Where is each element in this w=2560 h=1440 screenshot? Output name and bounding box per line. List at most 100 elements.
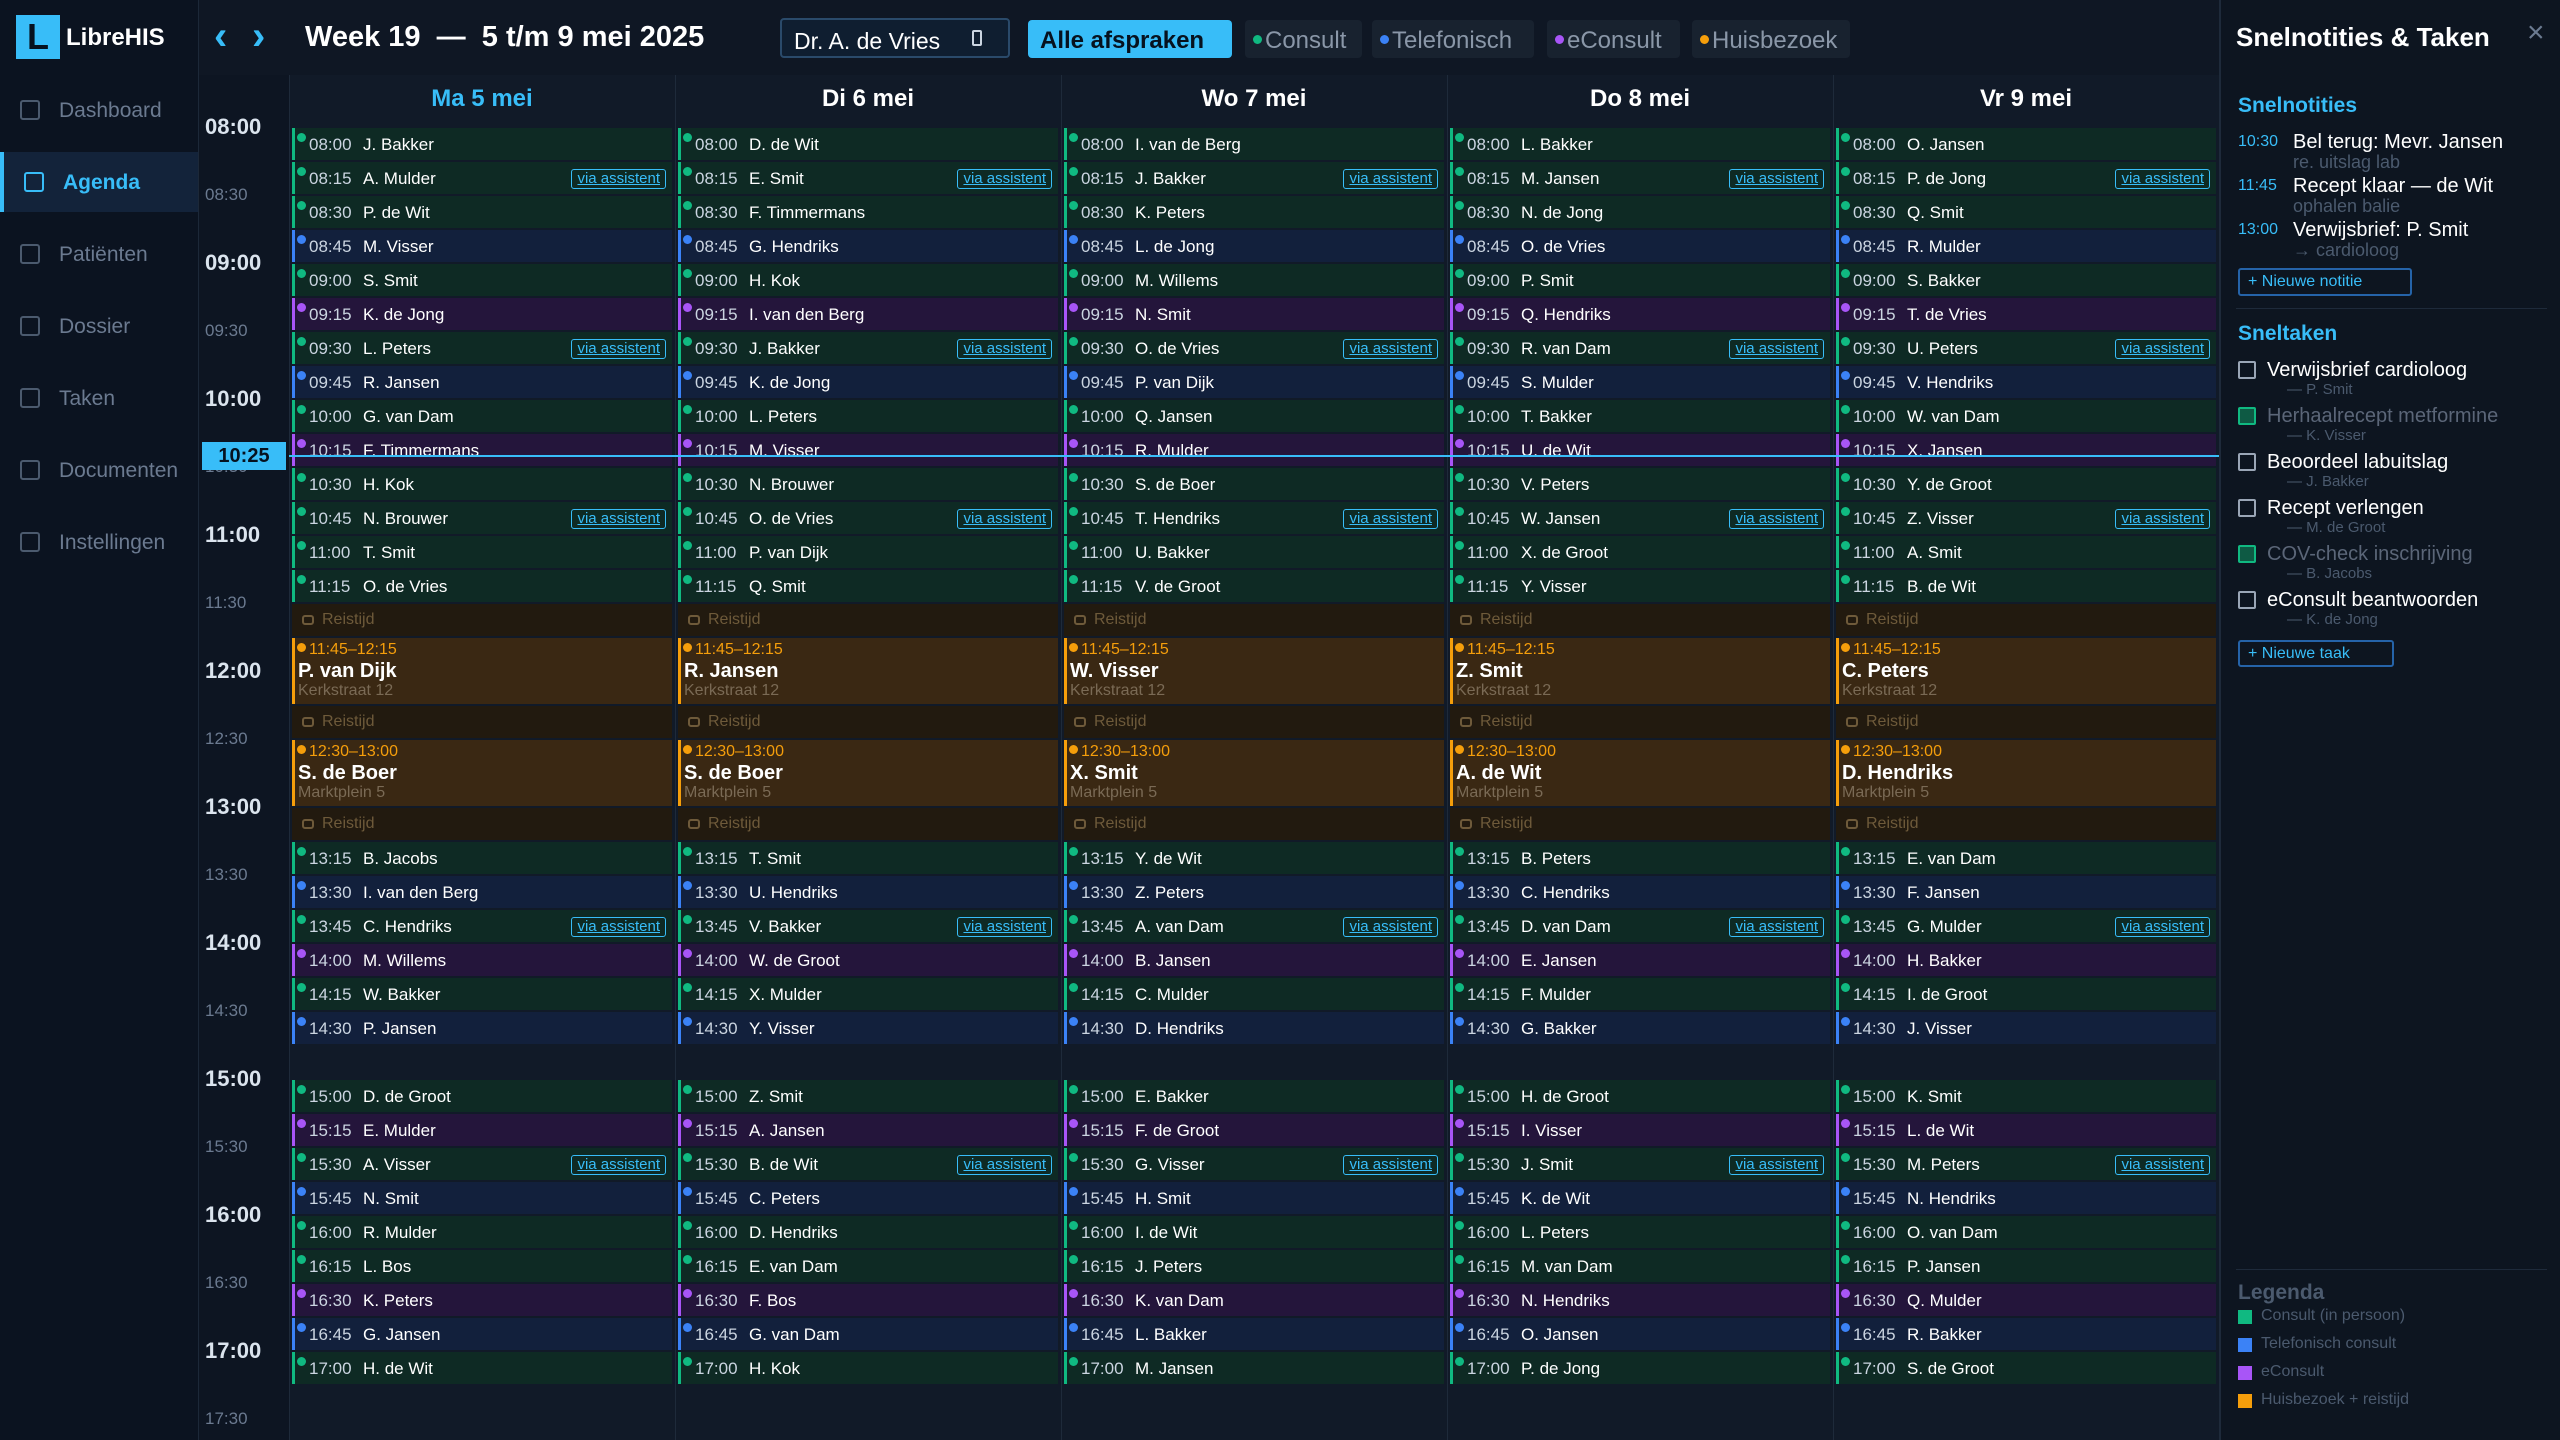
appointment[interactable]: 17:00 H. Kok <box>678 1352 1058 1384</box>
appointment[interactable]: 16:00 I. de Wit <box>1064 1216 1444 1248</box>
home-visit[interactable]: 11:45–12:15 C. Peters Kerkstraat 12 <box>1836 638 2216 704</box>
via-assistant[interactable]: via assistent <box>1343 339 1438 359</box>
appointment[interactable]: 09:30 U. Peters via assistent <box>1836 332 2216 364</box>
appointment[interactable]: 11:00 U. Bakker <box>1064 536 1444 568</box>
appointment[interactable]: 13:45 C. Hendriks via assistent <box>292 910 672 942</box>
task-checkbox[interactable] <box>2238 591 2256 609</box>
via-assistant[interactable]: via assistent <box>1343 169 1438 189</box>
appointment[interactable]: 15:30 B. de Wit via assistent <box>678 1148 1058 1180</box>
appointment[interactable]: 11:00 X. de Groot <box>1450 536 1830 568</box>
appointment[interactable]: 16:45 G. Jansen <box>292 1318 672 1350</box>
appointment[interactable]: 10:30 N. Brouwer <box>678 468 1058 500</box>
appointment[interactable]: 08:00 O. Jansen <box>1836 128 2216 160</box>
appointment[interactable]: 10:45 Z. Visser via assistent <box>1836 502 2216 534</box>
appointment[interactable]: 16:15 L. Bos <box>292 1250 672 1282</box>
appointment[interactable]: 16:00 R. Mulder <box>292 1216 672 1248</box>
appointment[interactable]: 16:15 E. van Dam <box>678 1250 1058 1282</box>
appointment[interactable]: 08:30 Q. Smit <box>1836 196 2216 228</box>
appointment[interactable]: 14:30 G. Bakker <box>1450 1012 1830 1044</box>
via-assistant[interactable]: via assistent <box>2115 1155 2210 1175</box>
appointment[interactable]: 13:15 B. Peters <box>1450 842 1830 874</box>
appointment[interactable]: 08:00 D. de Wit <box>678 128 1058 160</box>
appointment[interactable]: 08:30 K. Peters <box>1064 196 1444 228</box>
appointment[interactable]: 11:15 Y. Visser <box>1450 570 1830 602</box>
appointment[interactable]: 14:15 W. Bakker <box>292 978 672 1010</box>
appointment[interactable]: 13:30 F. Jansen <box>1836 876 2216 908</box>
via-assistant[interactable]: via assistent <box>1729 509 1824 529</box>
via-assistant[interactable]: via assistent <box>571 509 666 529</box>
appointment[interactable]: 09:30 R. van Dam via assistent <box>1450 332 1830 364</box>
appointment[interactable]: 09:30 J. Bakker via assistent <box>678 332 1058 364</box>
appointment[interactable]: 14:15 F. Mulder <box>1450 978 1830 1010</box>
appointment[interactable]: 15:15 L. de Wit <box>1836 1114 2216 1146</box>
appointment[interactable]: 10:30 Y. de Groot <box>1836 468 2216 500</box>
appointment[interactable]: 16:45 R. Bakker <box>1836 1318 2216 1350</box>
via-assistant[interactable]: via assistent <box>957 339 1052 359</box>
appointment[interactable]: 10:30 H. Kok <box>292 468 672 500</box>
filter-chip[interactable]: Telefonisch <box>1372 20 1534 58</box>
via-assistant[interactable]: via assistent <box>2115 339 2210 359</box>
panel-close[interactable]: × <box>2527 16 2545 49</box>
appointment[interactable]: 17:00 H. de Wit <box>292 1352 672 1384</box>
appointment[interactable]: 13:45 A. van Dam via assistent <box>1064 910 1444 942</box>
appointment[interactable]: 08:00 J. Bakker <box>292 128 672 160</box>
via-assistant[interactable]: via assistent <box>957 169 1052 189</box>
appointment[interactable]: 16:45 G. van Dam <box>678 1318 1058 1350</box>
appointment[interactable]: 15:30 M. Peters via assistent <box>1836 1148 2216 1180</box>
appointment[interactable]: 16:15 J. Peters <box>1064 1250 1444 1282</box>
appointment[interactable]: 16:15 M. van Dam <box>1450 1250 1830 1282</box>
appointment[interactable]: 13:30 U. Hendriks <box>678 876 1058 908</box>
appointment[interactable]: 09:45 K. de Jong <box>678 366 1058 398</box>
nav-item[interactable]: Instellingen <box>0 512 198 572</box>
appointment[interactable]: 16:30 Q. Mulder <box>1836 1284 2216 1316</box>
via-assistant[interactable]: via assistent <box>571 1155 666 1175</box>
appointment[interactable]: 15:00 K. Smit <box>1836 1080 2216 1112</box>
appointment[interactable]: 16:45 O. Jansen <box>1450 1318 1830 1350</box>
appointment[interactable]: 08:30 P. de Wit <box>292 196 672 228</box>
appointment[interactable]: 09:15 Q. Hendriks <box>1450 298 1830 330</box>
appointment[interactable]: 13:15 Y. de Wit <box>1064 842 1444 874</box>
home-visit[interactable]: 11:45–12:15 P. van Dijk Kerkstraat 12 <box>292 638 672 704</box>
appointment[interactable]: 15:15 A. Jansen <box>678 1114 1058 1146</box>
appointment[interactable]: 15:45 K. de Wit <box>1450 1182 1830 1214</box>
appointment[interactable]: 10:15 F. Timmermans <box>292 434 672 466</box>
appointment[interactable]: 08:15 M. Jansen via assistent <box>1450 162 1830 194</box>
appointment[interactable]: 14:00 M. Willems <box>292 944 672 976</box>
home-visit[interactable]: 12:30–13:00 X. Smit Marktplein 5 <box>1064 740 1444 806</box>
appointment[interactable]: 15:00 Z. Smit <box>678 1080 1058 1112</box>
appointment[interactable]: 15:00 H. de Groot <box>1450 1080 1830 1112</box>
via-assistant[interactable]: via assistent <box>571 169 666 189</box>
appointment[interactable]: 11:15 Q. Smit <box>678 570 1058 602</box>
appointment[interactable]: 15:15 I. Visser <box>1450 1114 1830 1146</box>
appointment[interactable]: 10:45 N. Brouwer via assistent <box>292 502 672 534</box>
appointment[interactable]: 13:15 E. van Dam <box>1836 842 2216 874</box>
appointment[interactable]: 15:45 H. Smit <box>1064 1182 1444 1214</box>
appointment[interactable]: 14:30 D. Hendriks <box>1064 1012 1444 1044</box>
task-checkbox[interactable] <box>2238 407 2256 425</box>
appointment[interactable]: 14:30 J. Visser <box>1836 1012 2216 1044</box>
appointment[interactable]: 13:45 D. van Dam via assistent <box>1450 910 1830 942</box>
appointment[interactable]: 16:30 N. Hendriks <box>1450 1284 1830 1316</box>
appointment[interactable]: 14:00 B. Jansen <box>1064 944 1444 976</box>
via-assistant[interactable]: via assistent <box>1729 169 1824 189</box>
appointment[interactable]: 11:00 A. Smit <box>1836 536 2216 568</box>
appointment[interactable]: 15:30 G. Visser via assistent <box>1064 1148 1444 1180</box>
via-assistant[interactable]: via assistent <box>957 509 1052 529</box>
appointment[interactable]: 14:00 E. Jansen <box>1450 944 1830 976</box>
appointment[interactable]: 10:00 T. Bakker <box>1450 400 1830 432</box>
appointment[interactable]: 14:15 I. de Groot <box>1836 978 2216 1010</box>
next-week[interactable]: › <box>252 14 266 58</box>
appointment[interactable]: 10:15 X. Jansen <box>1836 434 2216 466</box>
appointment[interactable]: 13:30 Z. Peters <box>1064 876 1444 908</box>
home-visit[interactable]: 12:30–13:00 A. de Wit Marktplein 5 <box>1450 740 1830 806</box>
appointment[interactable]: 14:30 P. Jansen <box>292 1012 672 1044</box>
via-assistant[interactable]: via assistent <box>1343 917 1438 937</box>
via-assistant[interactable]: via assistent <box>2115 917 2210 937</box>
nav-item[interactable]: Documenten <box>0 440 198 500</box>
via-assistant[interactable]: via assistent <box>571 339 666 359</box>
appointment[interactable]: 11:00 T. Smit <box>292 536 672 568</box>
filter-chip[interactable]: Consult <box>1245 20 1362 58</box>
appointment[interactable]: 16:30 K. van Dam <box>1064 1284 1444 1316</box>
task-checkbox[interactable] <box>2238 499 2256 517</box>
appointment[interactable]: 08:00 L. Bakker <box>1450 128 1830 160</box>
